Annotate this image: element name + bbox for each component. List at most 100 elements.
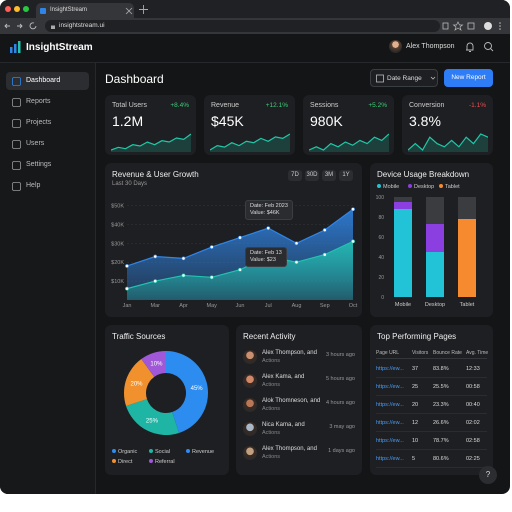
y-tick-label: 60 bbox=[378, 235, 384, 241]
table-cell: 00:58 bbox=[466, 384, 480, 390]
new-tab-button[interactable] bbox=[139, 5, 148, 14]
activity-panel: Recent Activity Alex Thompson, and Action… bbox=[236, 325, 362, 475]
sidebar-item[interactable]: Projects bbox=[6, 114, 89, 132]
table-cell: 5 bbox=[412, 456, 416, 462]
address-bar[interactable]: insightstream.ui bbox=[45, 20, 440, 32]
legend-swatch bbox=[112, 449, 116, 453]
activity-action: Actions bbox=[262, 430, 281, 436]
legend-label: Tablet bbox=[445, 184, 460, 190]
data-point bbox=[125, 286, 129, 291]
sparkline-line bbox=[309, 133, 389, 151]
row-divider bbox=[376, 377, 487, 378]
data-point bbox=[294, 260, 299, 265]
sidebar-item[interactable]: Help bbox=[6, 177, 89, 195]
tooltip-value: Value: $23 bbox=[250, 257, 276, 263]
kpi-change: +12.1% bbox=[265, 102, 288, 109]
slice-label: 10% bbox=[150, 362, 163, 368]
activity-action: Actions bbox=[262, 358, 281, 364]
tab-title: InsightStream bbox=[50, 7, 88, 13]
table-cell: 83.8% bbox=[433, 366, 449, 372]
column-header: Visitors bbox=[412, 350, 429, 356]
y-tick-label: 20 bbox=[378, 275, 384, 281]
user-avatar[interactable] bbox=[389, 40, 402, 53]
sidebar-item[interactable]: Dashboard bbox=[6, 72, 89, 90]
sidebar-item[interactable]: Reports bbox=[6, 93, 89, 111]
device-panel: Device Usage Breakdown Mobile Desktop Tabl… bbox=[370, 163, 493, 317]
pages-panel: Top Performing Pages Page URL Visitors Bou… bbox=[370, 325, 493, 475]
x-tick-label: Aug bbox=[292, 303, 302, 309]
header-icons[interactable] bbox=[464, 41, 498, 53]
data-point bbox=[125, 264, 129, 268]
legend-label: Referral bbox=[155, 459, 175, 465]
sidebar-item[interactable]: Settings bbox=[6, 156, 89, 174]
activity-time: 3 hours ago bbox=[325, 352, 355, 358]
x-tick-label: Apr bbox=[179, 303, 188, 309]
date-range-button[interactable]: Date Range bbox=[370, 69, 438, 87]
kpi-value: 1.2M bbox=[112, 113, 144, 129]
legend-label: Revenue bbox=[192, 449, 214, 455]
legend-swatch bbox=[439, 184, 443, 188]
table-cell: 25 bbox=[412, 384, 419, 390]
kpi-change: +8.4% bbox=[170, 102, 189, 109]
range-button[interactable]: 7D bbox=[288, 170, 302, 181]
range-button[interactable]: 1Y bbox=[339, 170, 353, 181]
browser-actions[interactable] bbox=[440, 21, 510, 31]
y-tick-label: $30K bbox=[111, 241, 124, 247]
new-report-button[interactable]: New Report bbox=[444, 69, 493, 87]
y-tick-label: $20K bbox=[111, 260, 124, 266]
y-tick-label: 100 bbox=[376, 195, 385, 201]
row-divider bbox=[376, 431, 487, 432]
tooltip-date: Date: Feb 13 bbox=[250, 250, 282, 256]
table-cell: 26.6% bbox=[433, 420, 449, 426]
activity-action: Actions bbox=[262, 454, 281, 460]
tab-icons bbox=[40, 7, 133, 15]
help-button[interactable]: ? bbox=[479, 466, 497, 484]
kpi-change: -1.1% bbox=[469, 102, 486, 109]
row-divider bbox=[376, 449, 487, 450]
range-button[interactable]: 3M bbox=[322, 170, 336, 181]
donut-slice bbox=[126, 399, 179, 435]
user-name[interactable]: Alex Thompson bbox=[406, 43, 455, 50]
kpi-label: Sessions bbox=[310, 102, 339, 109]
legend-swatch bbox=[377, 184, 381, 188]
sparkline-line bbox=[210, 133, 290, 151]
activity-time: 5 hours ago bbox=[325, 376, 355, 382]
table-cell: 10 bbox=[412, 438, 419, 444]
data-point bbox=[153, 254, 158, 259]
address-bar-row: insightstream.ui bbox=[0, 18, 510, 34]
x-tick-label: Sep bbox=[320, 303, 330, 309]
window-controls[interactable] bbox=[0, 0, 40, 18]
kpi-card: Sessions +5.2% 980K bbox=[303, 95, 394, 155]
nav-buttons[interactable] bbox=[4, 21, 44, 31]
panel-title: Device Usage Breakdown bbox=[377, 170, 470, 179]
tooltip: Date: Feb 2023 Value: $46K bbox=[245, 200, 293, 220]
x-tick-label: Jun bbox=[236, 303, 245, 309]
table-cell: 25.5% bbox=[433, 384, 449, 390]
tooltip-value: Value: $46K bbox=[250, 210, 280, 216]
kpi-change: +5.2% bbox=[368, 102, 387, 109]
sidebar-icon bbox=[12, 76, 21, 86]
app-name: InsightStream bbox=[26, 42, 93, 53]
sidebar-icon bbox=[12, 181, 21, 191]
x-tick-label: May bbox=[207, 303, 218, 309]
activity-name: Alex Thompson, and bbox=[262, 446, 317, 452]
header-divider bbox=[0, 62, 510, 63]
legend-label: Direct bbox=[118, 459, 133, 465]
icon-shape bbox=[12, 160, 21, 170]
sidebar-item[interactable]: Users bbox=[6, 135, 89, 153]
range-button[interactable]: 30D bbox=[305, 170, 319, 181]
browser-tab[interactable]: InsightStream bbox=[36, 3, 134, 18]
x-tick-label: Tablet bbox=[460, 302, 475, 308]
data-point bbox=[209, 245, 214, 249]
panel-subtitle: Last 30 Days bbox=[112, 181, 148, 187]
legend-swatch bbox=[112, 459, 116, 463]
icon-shape bbox=[12, 97, 21, 107]
page-title: Dashboard bbox=[105, 72, 164, 86]
sparkline bbox=[408, 133, 488, 152]
activity-action: Actions bbox=[262, 406, 281, 412]
legend-swatch bbox=[186, 449, 190, 453]
legend-swatch bbox=[149, 449, 153, 453]
row-divider bbox=[376, 395, 487, 396]
url-text: insightstream.ui bbox=[59, 22, 105, 29]
x-tick-label: Jul bbox=[265, 303, 272, 309]
